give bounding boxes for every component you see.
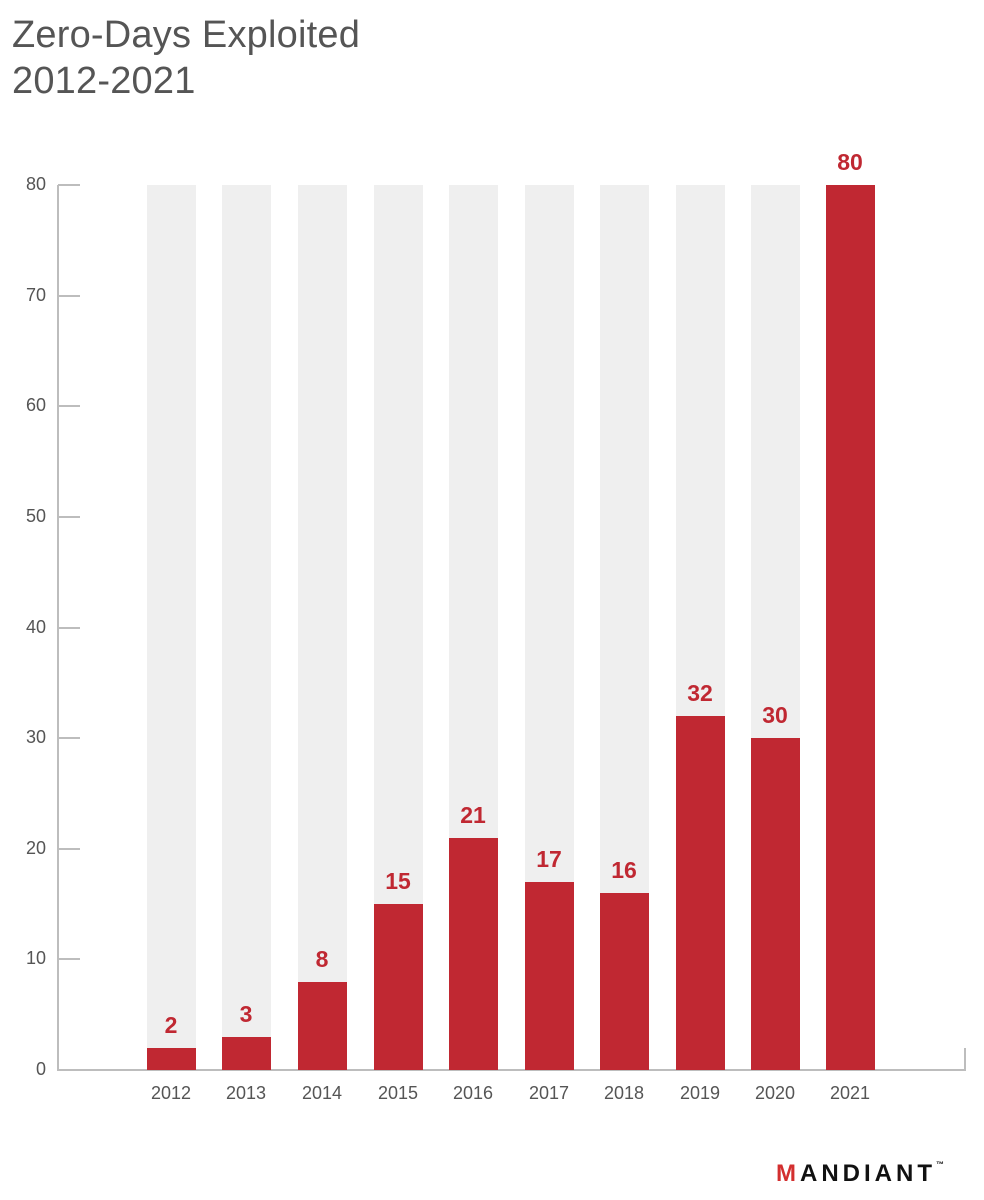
y-tick xyxy=(58,405,80,408)
y-tick xyxy=(58,515,80,518)
x-tick-label: 2020 xyxy=(754,1083,796,1103)
bar-track xyxy=(297,185,347,1070)
bar-track xyxy=(146,185,196,1070)
value-label: 15 xyxy=(385,868,411,895)
bar-2019 xyxy=(675,716,725,1070)
chart-title-line1: Zero-Days Exploited xyxy=(12,14,361,56)
chart-title: Zero-Days Exploited 2012-2021 xyxy=(12,12,360,104)
logo-text: ANDIANT xyxy=(800,1160,936,1187)
x-axis-line xyxy=(57,1069,966,1071)
logo-m: M xyxy=(776,1160,800,1187)
y-tick xyxy=(58,958,80,961)
y-tick-label: 20 xyxy=(25,837,46,858)
x-tick-label: 2017 xyxy=(528,1083,570,1103)
y-tick-label: 10 xyxy=(25,948,46,969)
x-tick-label: 2016 xyxy=(452,1083,494,1103)
x-tick-label: 2013 xyxy=(225,1083,267,1103)
bar-2016 xyxy=(448,837,498,1070)
bar-track xyxy=(221,185,271,1070)
value-label: 17 xyxy=(536,845,562,872)
y-tick-label: 50 xyxy=(25,505,46,526)
bar-2012 xyxy=(146,1047,196,1070)
value-label: 16 xyxy=(611,857,637,883)
x-tick-label: 2018 xyxy=(603,1083,645,1103)
value-label: 21 xyxy=(460,801,486,828)
x-tick-label: 2012 xyxy=(150,1083,192,1103)
y-tick xyxy=(58,626,80,629)
value-label: 8 xyxy=(315,945,329,972)
bar-2021 xyxy=(825,185,875,1070)
x-tick-label: 2021 xyxy=(829,1083,871,1103)
y-tick xyxy=(58,294,80,297)
bar-2013 xyxy=(221,1036,271,1070)
value-label: 80 xyxy=(837,149,863,175)
y-tick-label: 80 xyxy=(25,174,46,194)
value-label: 3 xyxy=(239,1000,253,1027)
bar-2017 xyxy=(524,881,574,1070)
y-tick-label: 30 xyxy=(25,727,46,748)
bar-2015 xyxy=(373,904,423,1070)
y-tick-label: 70 xyxy=(25,284,46,305)
trademark-symbol: ™ xyxy=(936,1160,944,1169)
x-axis-end-tick xyxy=(964,1048,966,1070)
value-label: 30 xyxy=(762,702,788,729)
x-tick-label: 2019 xyxy=(679,1083,721,1103)
bar-2020 xyxy=(750,738,800,1070)
x-tick-label: 2014 xyxy=(301,1083,343,1103)
y-tick xyxy=(58,847,80,850)
y-tick xyxy=(58,184,80,186)
bar-2018 xyxy=(599,893,649,1070)
value-label: 32 xyxy=(687,680,713,706)
x-tick-label: 2015 xyxy=(377,1083,419,1103)
value-label: 2 xyxy=(164,1011,178,1038)
y-tick xyxy=(58,737,80,740)
mandiant-logo: MANDIANT™ xyxy=(776,1160,944,1188)
y-tick-label: 40 xyxy=(25,616,46,637)
y-tick-label: 60 xyxy=(25,395,46,416)
bar-2014 xyxy=(297,981,347,1070)
y-tick xyxy=(58,1069,80,1071)
y-tick-label: 0 xyxy=(35,1059,46,1079)
chart-title-line2: 2012-2021 xyxy=(12,60,196,102)
